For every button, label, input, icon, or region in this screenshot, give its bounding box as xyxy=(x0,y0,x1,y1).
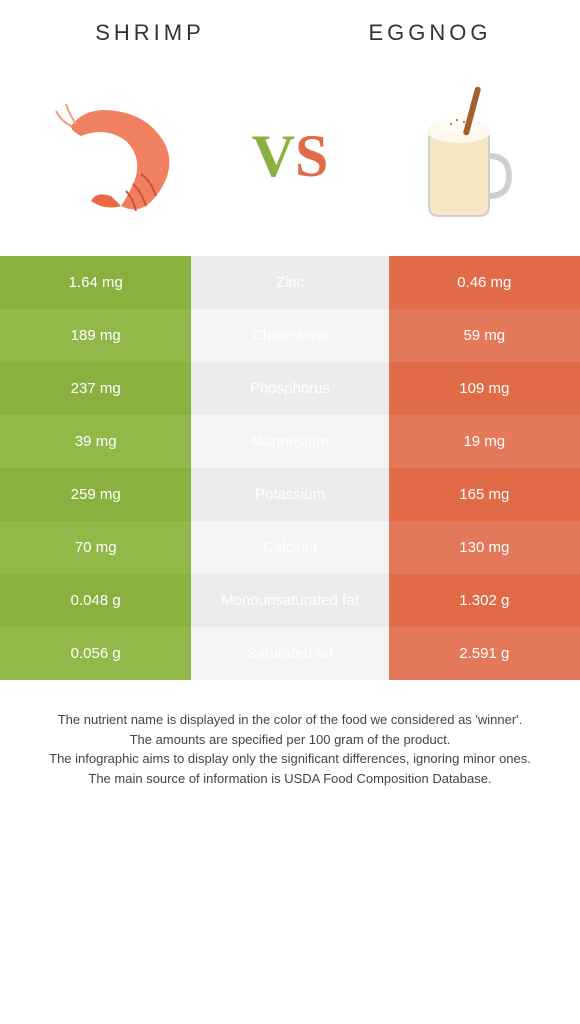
shrimp-image xyxy=(31,66,211,246)
table-row: 0.056 gSaturated fat2.591 g xyxy=(0,627,580,680)
images-row: VS xyxy=(0,56,580,256)
right-value: 109 mg xyxy=(389,362,580,415)
left-value: 189 mg xyxy=(0,309,191,362)
right-value: 19 mg xyxy=(389,415,580,468)
right-value: 1.302 g xyxy=(389,574,580,627)
nutrient-label: Saturated fat xyxy=(191,627,388,680)
footer-notes: The nutrient name is displayed in the co… xyxy=(0,680,580,818)
footer-line-3: The infographic aims to display only the… xyxy=(20,749,560,769)
footer-line-4: The main source of information is USDA F… xyxy=(20,769,560,789)
table-row: 189 mgCholesterol59 mg xyxy=(0,309,580,362)
eggnog-image xyxy=(369,66,549,246)
nutrient-label: Zinc xyxy=(191,256,388,309)
table-row: 259 mgPotassium165 mg xyxy=(0,468,580,521)
right-food-title: Eggnog xyxy=(290,20,570,46)
nutrient-label: Magnesium xyxy=(191,415,388,468)
nutrient-table: 1.64 mgZinc0.46 mg189 mgCholesterol59 mg… xyxy=(0,256,580,680)
footer-line-1: The nutrient name is displayed in the co… xyxy=(20,710,560,730)
nutrient-label: Potassium xyxy=(191,468,388,521)
table-row: 0.048 gMonounsaturated fat1.302 g xyxy=(0,574,580,627)
nutrient-label: Phosphorus xyxy=(191,362,388,415)
table-row: 70 mgCalcium130 mg xyxy=(0,521,580,574)
table-row: 1.64 mgZinc0.46 mg xyxy=(0,256,580,309)
left-value: 259 mg xyxy=(0,468,191,521)
left-value: 0.048 g xyxy=(0,574,191,627)
left-value: 237 mg xyxy=(0,362,191,415)
right-value: 0.46 mg xyxy=(389,256,580,309)
right-value: 130 mg xyxy=(389,521,580,574)
left-value: 70 mg xyxy=(0,521,191,574)
header: Shrimp Eggnog xyxy=(0,0,580,56)
table-row: 39 mgMagnesium19 mg xyxy=(0,415,580,468)
left-food-title: Shrimp xyxy=(10,20,290,46)
vs-v: V xyxy=(252,123,295,189)
vs-s: S xyxy=(295,123,328,189)
nutrient-label: Monounsaturated fat xyxy=(191,574,388,627)
vs-label: VS xyxy=(252,122,329,191)
nutrient-label: Cholesterol xyxy=(191,309,388,362)
table-row: 237 mgPhosphorus109 mg xyxy=(0,362,580,415)
left-value: 39 mg xyxy=(0,415,191,468)
right-value: 59 mg xyxy=(389,309,580,362)
nutrient-label: Calcium xyxy=(191,521,388,574)
left-value: 0.056 g xyxy=(0,627,191,680)
left-value: 1.64 mg xyxy=(0,256,191,309)
footer-line-2: The amounts are specified per 100 gram o… xyxy=(20,730,560,750)
right-value: 165 mg xyxy=(389,468,580,521)
right-value: 2.591 g xyxy=(389,627,580,680)
